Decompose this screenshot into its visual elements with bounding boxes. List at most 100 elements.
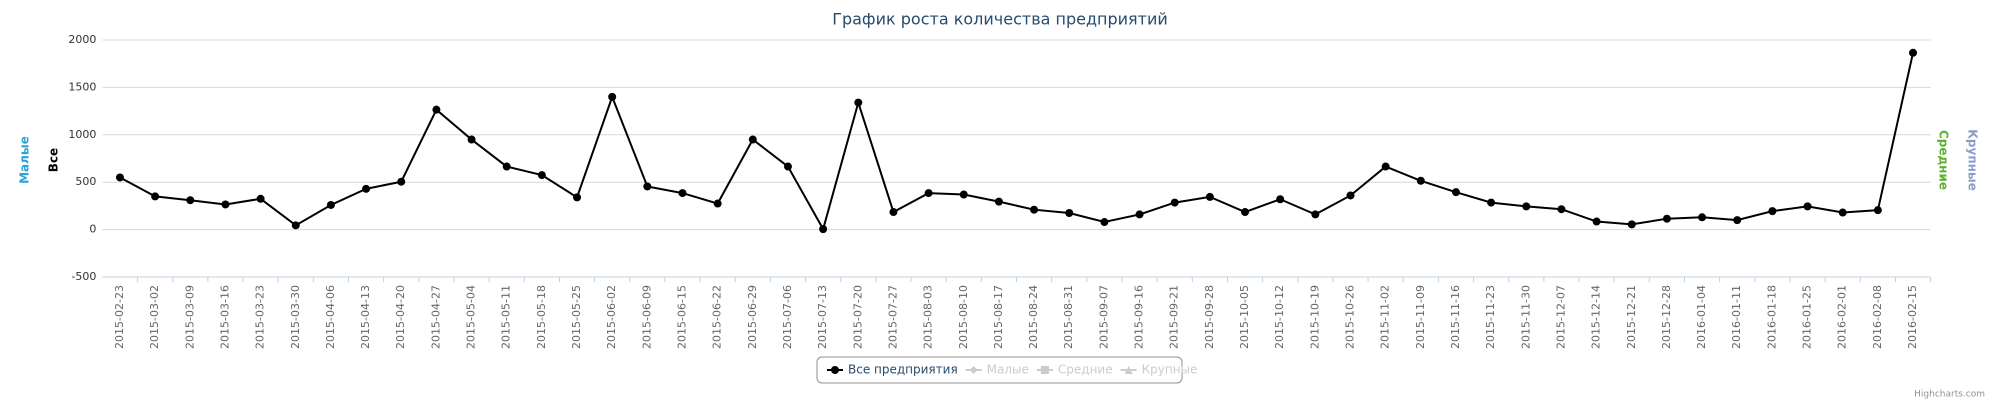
legend-symbol bbox=[969, 366, 978, 374]
credits: Highcharts.com bbox=[1914, 390, 1985, 400]
x-tick-label: 2015-05-11 bbox=[500, 285, 513, 349]
x-tick-label: 2015-08-03 bbox=[922, 285, 935, 349]
point bbox=[959, 190, 968, 199]
x-tick-label: 2015-09-07 bbox=[1097, 285, 1110, 349]
x-tick-label: 2015-09-16 bbox=[1133, 285, 1146, 349]
point bbox=[467, 135, 476, 144]
point bbox=[1803, 202, 1812, 211]
point bbox=[1909, 48, 1918, 57]
point bbox=[1662, 214, 1671, 223]
x-tick-label: 2015-07-20 bbox=[851, 285, 864, 349]
point bbox=[1030, 205, 1039, 214]
point bbox=[713, 199, 722, 208]
x-tick-label: 2015-09-21 bbox=[1168, 285, 1181, 349]
x-tick-label: 2015-11-16 bbox=[1449, 285, 1462, 349]
x-tick-label: 2015-08-10 bbox=[957, 285, 970, 349]
point bbox=[151, 192, 160, 201]
x-tick-label: 2015-11-09 bbox=[1414, 285, 1427, 349]
x-tick-label: 2015-09-28 bbox=[1203, 285, 1216, 349]
point bbox=[256, 194, 265, 203]
x-tick-label: 2016-02-15 bbox=[1906, 285, 1919, 349]
point bbox=[819, 225, 828, 234]
x-tick-label: 2015-04-13 bbox=[359, 285, 372, 349]
x-tick-label: 2015-10-26 bbox=[1343, 285, 1356, 349]
x-tick-label: 2015-11-30 bbox=[1519, 285, 1532, 349]
point bbox=[994, 197, 1003, 206]
x-tick-label: 2015-05-04 bbox=[465, 285, 478, 349]
x-tick-label: 2015-02-23 bbox=[113, 285, 126, 349]
legend-symbol bbox=[1124, 366, 1133, 374]
legend: Все предприятия Малые Средние Крупные bbox=[816, 356, 1197, 384]
point bbox=[748, 135, 757, 144]
point bbox=[1065, 209, 1074, 218]
point bbox=[573, 193, 582, 202]
x-tick-label: 2015-12-07 bbox=[1554, 285, 1567, 349]
point bbox=[1135, 210, 1144, 219]
point bbox=[1557, 205, 1566, 214]
point bbox=[432, 105, 441, 114]
x-tick-label: 2015-03-09 bbox=[183, 285, 196, 349]
chart-title: График роста количества предприятий bbox=[832, 10, 1168, 29]
x-tick-label: 2016-01-25 bbox=[1801, 285, 1814, 349]
x-tick-label: 2015-12-28 bbox=[1660, 285, 1673, 349]
point bbox=[502, 162, 511, 171]
x-tick-label: 2015-08-17 bbox=[992, 285, 1005, 349]
legend-label: Малые bbox=[987, 363, 1029, 377]
x-tick-label: 2015-05-25 bbox=[570, 285, 583, 349]
x-tick-label: 2015-11-02 bbox=[1379, 285, 1392, 349]
x-tick-label: 2016-02-01 bbox=[1836, 285, 1849, 349]
point bbox=[1733, 216, 1742, 225]
x-tick-label: 2016-01-11 bbox=[1730, 285, 1743, 349]
point bbox=[326, 200, 335, 209]
line bbox=[119, 52, 1914, 232]
point bbox=[1170, 198, 1179, 207]
point bbox=[678, 189, 687, 198]
point bbox=[1346, 191, 1355, 200]
x-tick-label: 2015-04-27 bbox=[429, 285, 442, 349]
x-tick-label: 2015-03-02 bbox=[148, 285, 161, 349]
x-tick-label: 2016-02-08 bbox=[1871, 285, 1884, 349]
point bbox=[397, 177, 406, 186]
x-tick-label: 2015-06-02 bbox=[605, 285, 618, 349]
y-tick-label: 0 bbox=[89, 223, 96, 236]
x-tick-label: 2015-06-09 bbox=[640, 285, 653, 349]
point bbox=[1241, 208, 1250, 217]
point bbox=[889, 208, 898, 217]
x-tick-label: 2015-06-15 bbox=[676, 285, 689, 349]
point bbox=[1487, 198, 1496, 207]
x-tick-label: 2015-03-30 bbox=[289, 285, 302, 349]
point bbox=[924, 189, 933, 198]
point bbox=[854, 98, 863, 107]
x-tick-label: 2015-06-22 bbox=[711, 285, 724, 349]
point bbox=[1873, 206, 1882, 215]
y2-axis-title: Средние bbox=[1937, 130, 1951, 190]
point bbox=[608, 92, 617, 101]
y-axis-title: Малые bbox=[18, 136, 32, 184]
x-tick-label: 2015-07-27 bbox=[886, 285, 899, 349]
point bbox=[1768, 207, 1777, 216]
x-tick-label: 2015-12-21 bbox=[1625, 285, 1638, 349]
y-tick-label: 1500 bbox=[68, 80, 96, 93]
y-tick-label: 2000 bbox=[68, 33, 96, 46]
point bbox=[291, 221, 300, 230]
point bbox=[362, 184, 371, 193]
point bbox=[1381, 162, 1390, 171]
point bbox=[1838, 208, 1847, 217]
x-tick-label: 2015-04-20 bbox=[394, 285, 407, 349]
point bbox=[1592, 217, 1601, 226]
point bbox=[783, 162, 792, 171]
point bbox=[1276, 195, 1285, 204]
legend-label: Средние bbox=[1058, 363, 1113, 377]
point bbox=[643, 182, 652, 191]
x-tick-label: 2015-07-13 bbox=[816, 285, 829, 349]
point bbox=[221, 200, 230, 209]
point bbox=[1451, 188, 1460, 197]
y-tick-label: 1000 bbox=[68, 128, 96, 141]
x-tick-label: 2015-10-19 bbox=[1308, 285, 1321, 349]
point bbox=[1311, 210, 1320, 219]
x-tick-label: 2015-07-06 bbox=[781, 285, 794, 349]
point bbox=[1416, 176, 1425, 185]
point bbox=[1522, 202, 1531, 211]
x-tick-label: 2015-08-24 bbox=[1027, 285, 1040, 349]
